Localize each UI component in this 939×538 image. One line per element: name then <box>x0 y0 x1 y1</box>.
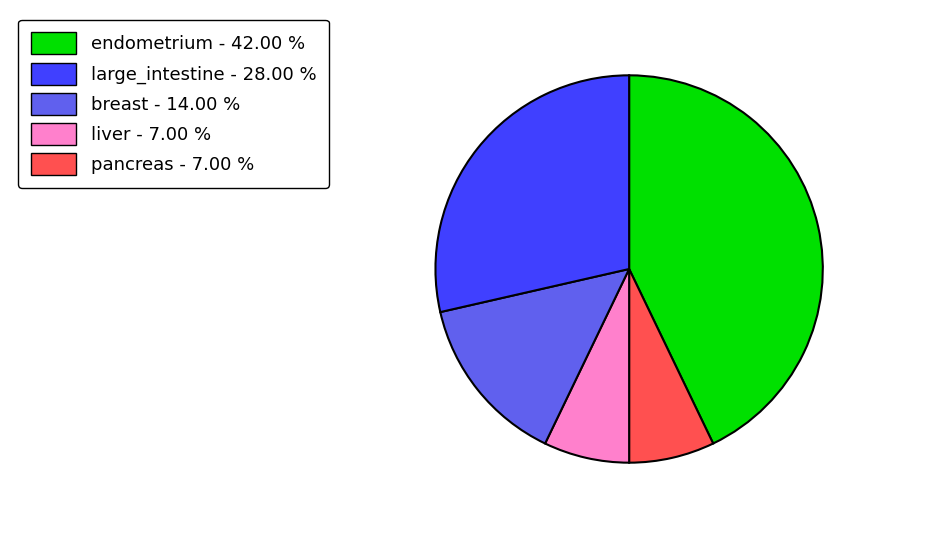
Legend: endometrium - 42.00 %, large_intestine - 28.00 %, breast - 14.00 %, liver - 7.00: endometrium - 42.00 %, large_intestine -… <box>19 20 329 188</box>
Wedge shape <box>629 269 713 463</box>
Wedge shape <box>436 75 629 312</box>
Wedge shape <box>629 75 823 443</box>
Wedge shape <box>546 269 629 463</box>
Wedge shape <box>440 269 629 443</box>
